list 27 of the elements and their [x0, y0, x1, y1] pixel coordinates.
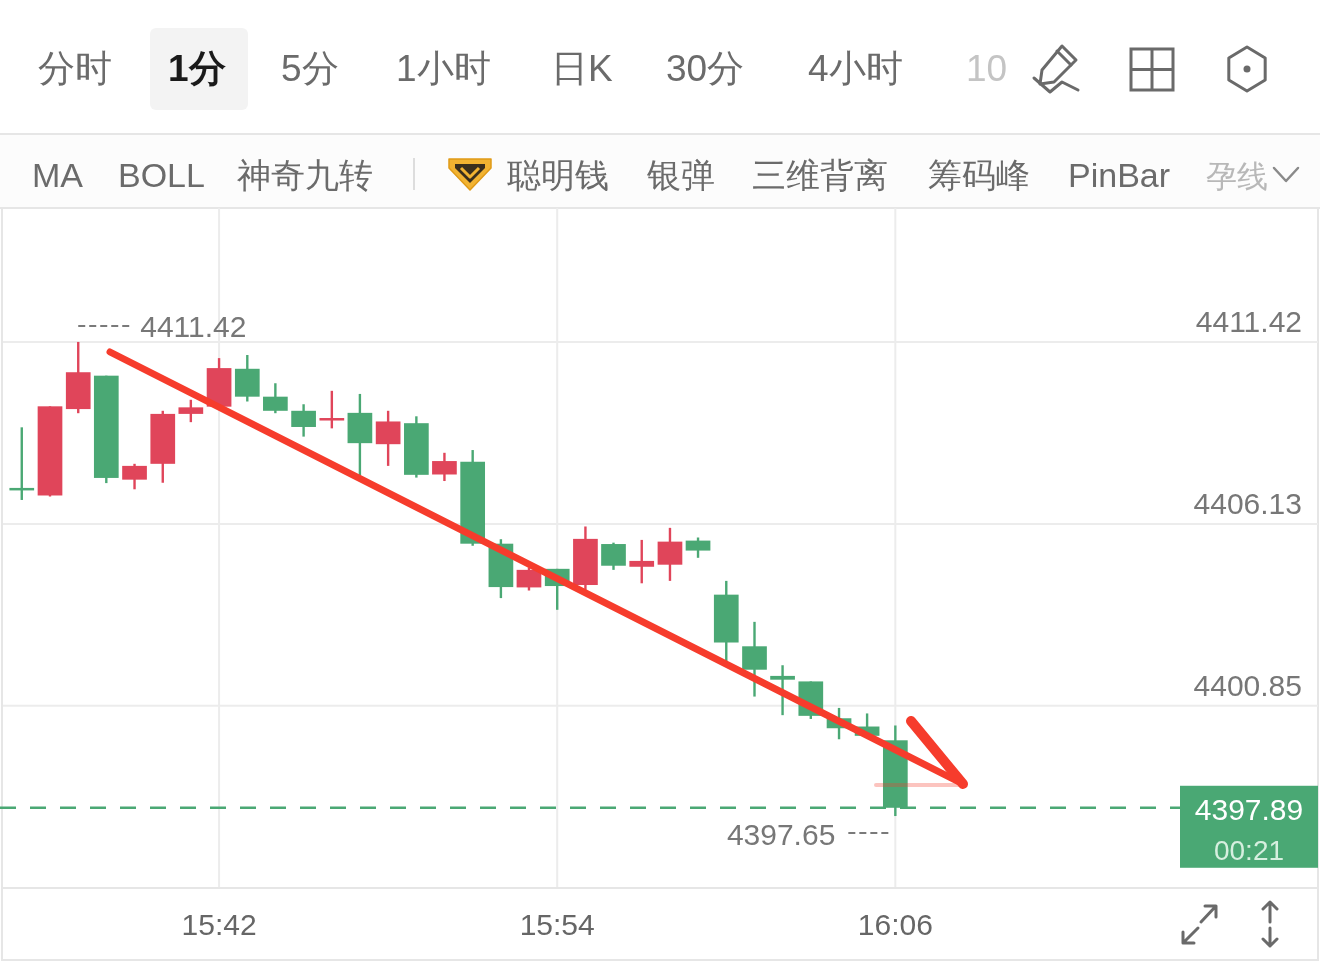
annotation: 4411.42: [140, 309, 247, 343]
text: 神奇九转: [237, 156, 373, 194]
text: 筹码峰: [928, 156, 1030, 194]
text: 4小时: [808, 48, 903, 89]
text: 30分: [666, 48, 745, 89]
y-tick-label: 4411.42: [1195, 304, 1302, 338]
x-tick-label: 15:54: [519, 908, 595, 941]
text: 三维背离: [752, 156, 888, 194]
y-tick-label: 4400.85: [1193, 668, 1302, 702]
x-tick-label: 16:06: [857, 908, 933, 941]
x-tick-label: 15:42: [181, 908, 257, 941]
text: MA: [32, 156, 84, 194]
text: 1分: [168, 48, 226, 89]
annotation: 4397.65: [726, 818, 836, 852]
text: 银弹: [646, 156, 715, 194]
text: 聪明钱: [507, 156, 609, 194]
text: 10: [966, 48, 1008, 89]
text: BOLL: [118, 156, 205, 194]
text: 分时: [38, 48, 112, 89]
y-tick-label: 4406.13: [1193, 487, 1302, 521]
text: PinBar: [1068, 156, 1171, 194]
ref-line-label: 4397.89: [1194, 792, 1304, 826]
text: 日K: [551, 48, 613, 89]
text: 1小时: [396, 48, 491, 89]
annotation: 00:21: [1213, 834, 1285, 866]
text: 5分: [281, 48, 339, 89]
text: 孕线: [1206, 159, 1268, 194]
